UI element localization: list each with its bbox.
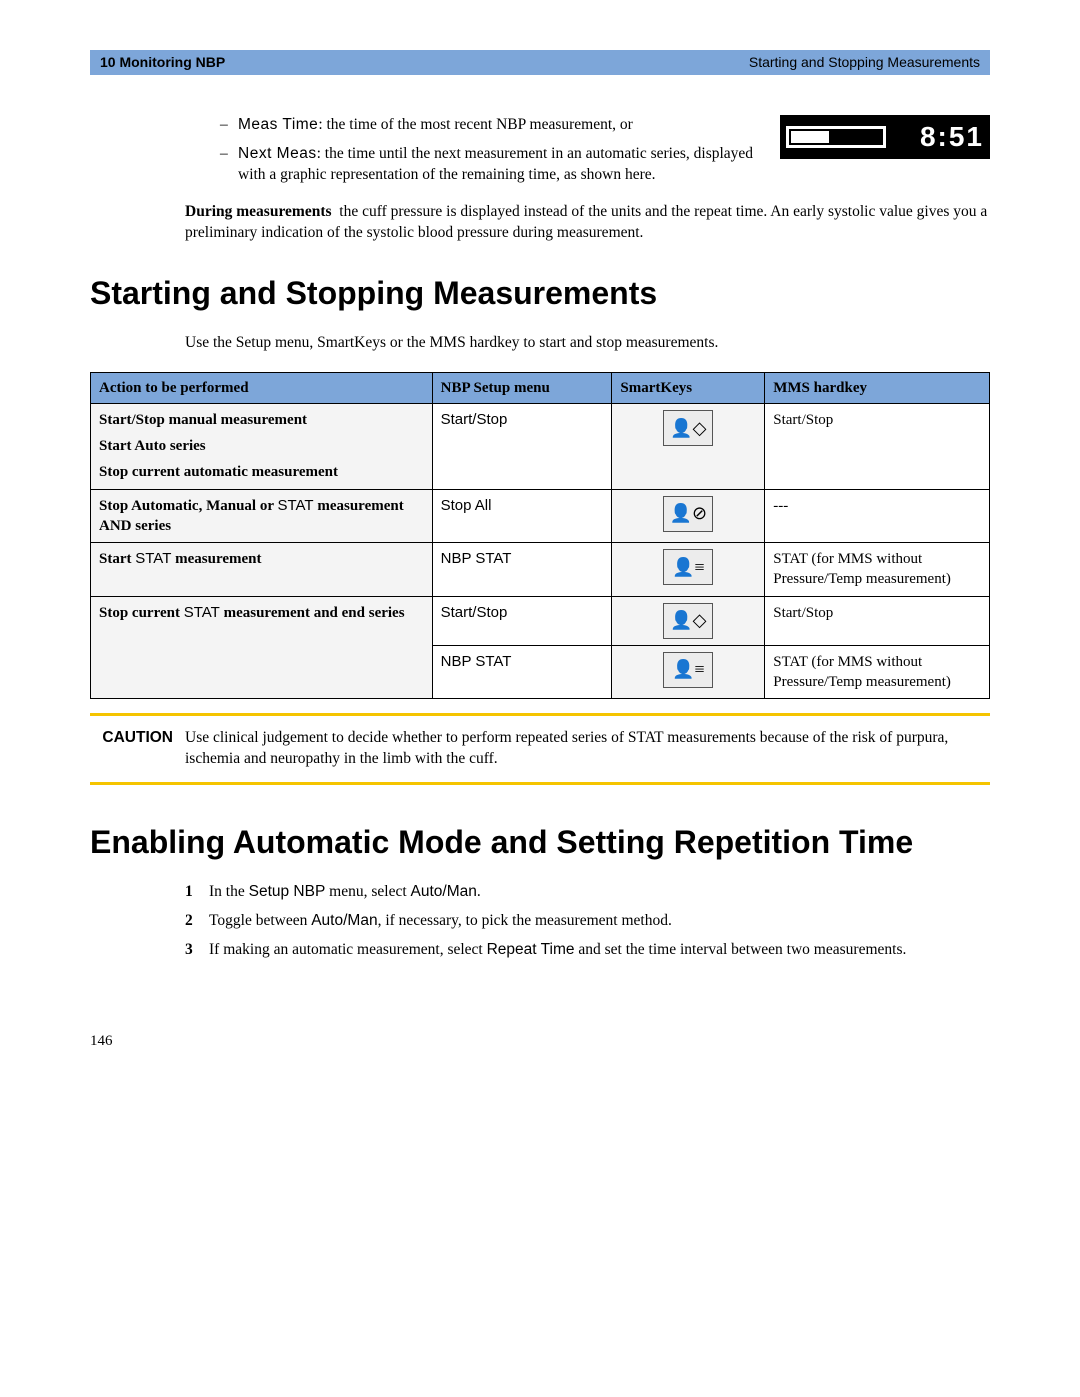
menu-value: NBP STAT: [441, 550, 512, 567]
mms-value: STAT (for MMS without Pressure/Temp meas…: [773, 654, 951, 690]
nbp-actions-table: Action to be performed NBP Setup menu Sm…: [90, 372, 990, 700]
meas-time-label: Meas Time: [238, 116, 318, 133]
menu-value: NBP STAT: [441, 653, 512, 670]
table-row: Stop Automatic, Manual or STAT measureme…: [91, 489, 990, 543]
header-left: 10 Monitoring NBP: [100, 53, 225, 72]
th-mms: MMS hardkey: [765, 372, 990, 403]
page-number: 146: [90, 1031, 990, 1051]
caution-block: CAUTION Use clinical judgement to decide…: [90, 713, 990, 785]
smartkey-icon: 👤≡: [663, 549, 713, 585]
heading-auto-mode: Enabling Automatic Mode and Setting Repe…: [90, 821, 990, 864]
bullet-next-meas: – Next Meas: the time until the next mea…: [220, 144, 768, 186]
th-action: Action to be performed: [91, 372, 433, 403]
time-remaining-graphic: 8:51: [780, 115, 990, 159]
step-item: 3 If making an automatic measurement, se…: [185, 940, 990, 961]
menu-value: Start/Stop: [441, 411, 508, 428]
smartkey-icon: 👤⊘: [663, 496, 713, 532]
mms-value: ---: [773, 498, 788, 514]
table-row: Stop current STAT measurement and end se…: [91, 596, 990, 645]
caution-label: CAUTION: [90, 728, 185, 770]
meas-time-text: : the time of the most recent NBP measur…: [318, 116, 633, 133]
smartkey-icon: 👤≡: [663, 652, 713, 688]
smartkey-icon: 👤◇: [663, 603, 713, 639]
steps-list: 1 In the Setup NBP menu, select Auto/Man…: [185, 882, 990, 961]
clock-value: 8:51: [920, 118, 984, 156]
step-item: 2 Toggle between Auto/Man, if necessary,…: [185, 911, 990, 932]
table-header-row: Action to be performed NBP Setup menu Sm…: [91, 372, 990, 403]
menu-value: Start/Stop: [441, 604, 508, 621]
heading-start-stop: Starting and Stopping Measurements: [90, 272, 990, 315]
action-text: Start/Stop manual measurement: [99, 410, 424, 430]
caution-text: Use clinical judgement to decide whether…: [185, 728, 990, 770]
table-row: Start STAT measurement NBP STAT 👤≡ STAT …: [91, 543, 990, 597]
mms-value: STAT (for MMS without Pressure/Temp meas…: [773, 551, 951, 587]
header-right: Starting and Stopping Measurements: [749, 53, 980, 72]
mms-value: Start/Stop: [773, 412, 833, 428]
step-item: 1 In the Setup NBP menu, select Auto/Man…: [185, 882, 990, 903]
during-measurements-para: During measurements the cuff pressure is…: [185, 202, 990, 244]
mms-value: Start/Stop: [773, 605, 833, 621]
th-smartkeys: SmartKeys: [612, 372, 765, 403]
page-header: 10 Monitoring NBP Starting and Stopping …: [90, 50, 990, 75]
menu-value: Stop All: [441, 497, 492, 514]
action-text: Stop current automatic measurement: [99, 462, 424, 482]
during-label: During measurements: [185, 203, 332, 220]
next-meas-label: Next Meas: [238, 145, 317, 162]
table-row: Start/Stop manual measurement Start Auto…: [91, 403, 990, 489]
th-menu: NBP Setup menu: [432, 372, 612, 403]
progress-bar-icon: [786, 126, 886, 148]
action-text: Start Auto series: [99, 436, 424, 456]
intro-start-stop: Use the Setup menu, SmartKeys or the MMS…: [185, 333, 990, 354]
smartkey-icon: 👤◇: [663, 410, 713, 446]
bullet-meas-time: – Meas Time: the time of the most recent…: [220, 115, 768, 136]
